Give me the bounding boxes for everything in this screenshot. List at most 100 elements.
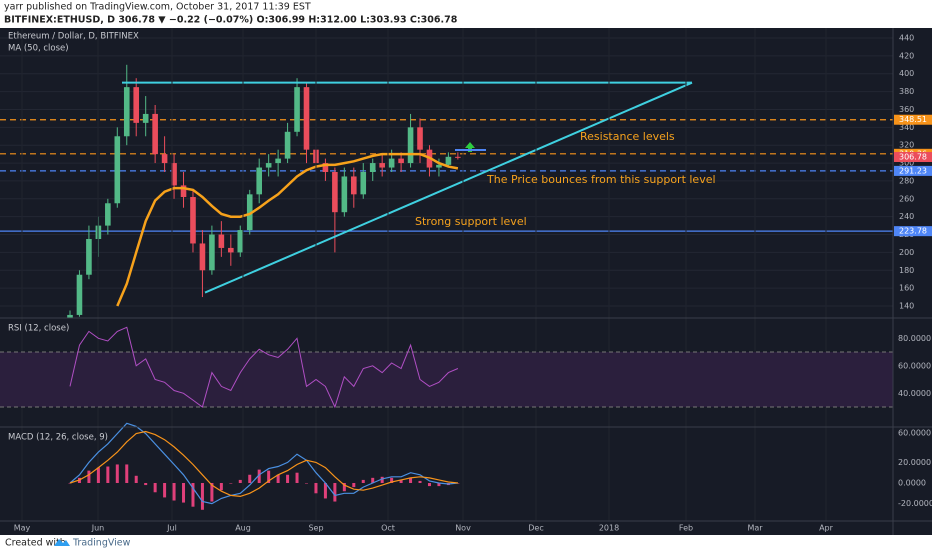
x-tick-label: May	[14, 524, 31, 533]
main-pane	[0, 37, 893, 318]
footer-bg	[0, 535, 932, 550]
symbol-line: BITFINEX:ETHUSD, D 306.78 ▼ −0.22 (−0.07…	[4, 15, 458, 26]
macd-hist	[323, 483, 327, 499]
x-tick-label: Jul	[166, 524, 177, 533]
macd-hist	[200, 483, 204, 510]
y-tick-label: 260	[899, 194, 914, 203]
macd-hist	[390, 477, 394, 483]
candle-body	[322, 163, 329, 172]
candle-body	[190, 197, 196, 244]
publish-line: yarr published on TradingView.com, Octob…	[4, 2, 311, 13]
macd-tick-label: 0.0000	[898, 479, 926, 488]
candle-body	[341, 176, 348, 213]
candle-body	[379, 163, 385, 168]
macd-hist	[96, 467, 100, 483]
series-line	[69, 430, 458, 498]
candle-body	[417, 127, 423, 150]
macd-hist	[87, 470, 91, 483]
logo	[54, 539, 70, 546]
candle-body	[123, 87, 130, 137]
footer-text: Created with	[5, 538, 66, 549]
macd-hist	[125, 464, 129, 483]
macd-hist	[106, 466, 110, 483]
level-label: 223.78	[899, 227, 927, 236]
candle-body	[142, 113, 149, 123]
x-tick-label: Sep	[308, 524, 323, 533]
y-tick-label: 340	[899, 123, 914, 132]
candle-body	[256, 167, 262, 195]
candle-body	[360, 172, 367, 195]
candle-body	[105, 203, 111, 226]
arrow-icon	[465, 142, 475, 152]
y-tick-label: 440	[899, 34, 914, 43]
y-tick-label: 200	[899, 248, 914, 257]
candle-body	[180, 185, 187, 198]
macd-hist	[437, 483, 441, 487]
candle-body	[228, 247, 234, 253]
trendline	[204, 81, 693, 294]
x-tick-label: Apr	[819, 524, 834, 533]
level-label: 291.23	[899, 166, 927, 175]
y-tick-label: 360	[899, 105, 914, 114]
macd-hist	[286, 474, 290, 483]
candle-body	[388, 158, 395, 168]
macd-hist	[342, 483, 346, 492]
y-tick-label: 180	[899, 266, 914, 275]
candle-body	[398, 158, 404, 164]
candle-body	[152, 113, 158, 155]
macd-hist	[163, 483, 167, 498]
candle-body	[445, 156, 452, 165]
level-label: 306.78	[899, 153, 927, 162]
candle-body	[171, 163, 177, 186]
rsi-band	[0, 352, 893, 407]
series-line	[69, 422, 458, 505]
y-tick-label: 160	[899, 284, 914, 293]
y-tick-label: 280	[899, 176, 914, 185]
candle-body	[246, 194, 253, 231]
macd-tick-label: 20.0000	[898, 458, 931, 467]
level-tag	[894, 165, 932, 176]
y-tick-label: 300	[899, 159, 914, 168]
rsi-label: RSI (12, close)	[8, 324, 69, 334]
level-label: 348.51	[899, 115, 927, 124]
candle-body	[114, 136, 121, 204]
macd-hist	[257, 469, 261, 483]
y-tick-label: 400	[899, 69, 914, 78]
macd-hist	[409, 477, 413, 483]
candle-body	[209, 234, 215, 271]
x-tick-label: Dec	[528, 524, 543, 533]
rsi-tick-label: 40.0000	[898, 389, 931, 398]
candle-body	[218, 234, 225, 248]
macd-hist	[134, 475, 138, 483]
macd-tick-label: -20.0000	[898, 499, 932, 508]
y-tick-label: 240	[899, 212, 914, 221]
candle-body	[265, 163, 272, 168]
macd-hist	[380, 476, 384, 483]
x-tick-label: Jun	[91, 524, 105, 533]
price-axis-bg	[893, 28, 932, 535]
macd-hist	[295, 472, 299, 483]
macd-hist	[399, 479, 403, 483]
x-tick-label: Nov	[455, 524, 471, 533]
x-tick-label: Feb	[679, 524, 693, 533]
macd-hist	[276, 474, 280, 483]
macd-hist	[68, 483, 72, 484]
candle-body	[455, 156, 461, 158]
candle-body	[76, 274, 83, 315]
candle-body	[436, 164, 442, 168]
candle-body	[161, 154, 168, 164]
candle-body	[86, 239, 92, 275]
macd-label: MACD (12, 26, close, 9)	[8, 433, 108, 443]
macd-hist	[333, 483, 337, 502]
ma-label: MA (50, close)	[8, 44, 69, 54]
candle-body	[199, 243, 206, 271]
candle-body	[237, 230, 244, 253]
macd-tick-label: 60.0000	[898, 429, 931, 438]
y-tick-label: 140	[899, 302, 914, 311]
candle-body	[407, 127, 414, 164]
annotation: Strong support level	[415, 215, 527, 228]
level-tag	[894, 152, 932, 163]
series-line	[116, 152, 459, 307]
macd-hist	[267, 470, 271, 483]
